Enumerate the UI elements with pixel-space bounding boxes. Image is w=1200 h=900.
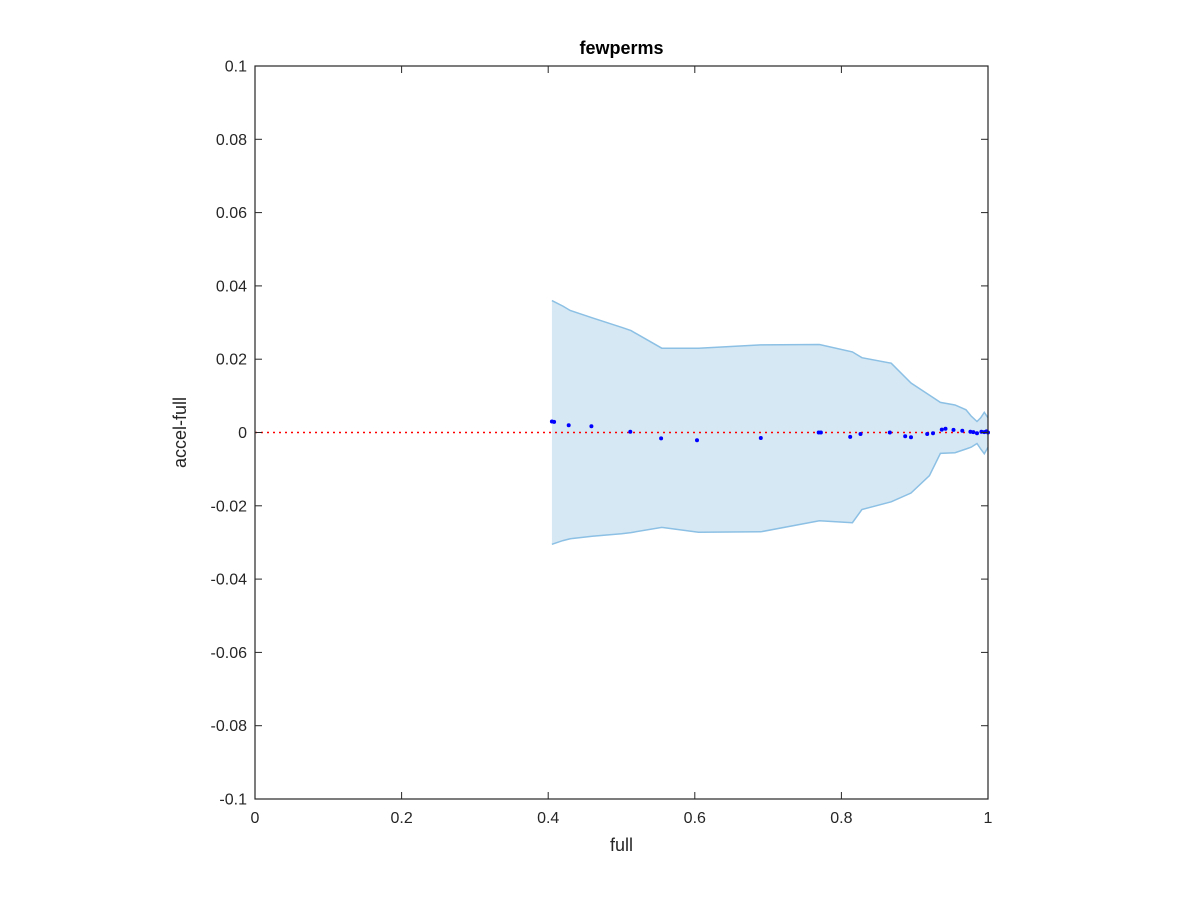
data-point bbox=[566, 423, 571, 428]
y-tick-label: -0.02 bbox=[211, 498, 248, 515]
data-points-layer bbox=[549, 419, 990, 443]
y-axis-label: accel-full bbox=[170, 397, 190, 468]
y-axis-ticks: 0.1 0.08 0.06 0.04 0.02 0 -0.02 -0.04 -0.06 -0.08… bbox=[211, 59, 988, 809]
y-tick-label: 0 bbox=[238, 425, 247, 442]
data-point bbox=[971, 430, 976, 435]
data-point bbox=[960, 428, 965, 433]
data-point bbox=[818, 430, 823, 435]
data-point bbox=[552, 419, 557, 424]
y-tick-label: 0.02 bbox=[216, 352, 247, 369]
data-point bbox=[858, 432, 863, 436]
band-lower-edge bbox=[551, 442, 989, 546]
y-tick-label: 0.1 bbox=[225, 59, 247, 76]
data-point bbox=[903, 434, 908, 439]
data-point bbox=[848, 434, 853, 439]
y-tick-label: -0.1 bbox=[219, 792, 247, 809]
x-tick-label: 0.6 bbox=[684, 810, 706, 827]
y-tick-label: -0.06 bbox=[211, 645, 248, 662]
x-tick-label: 0.2 bbox=[390, 810, 412, 827]
data-point bbox=[951, 427, 956, 432]
data-point bbox=[968, 429, 973, 434]
data-point bbox=[659, 436, 664, 441]
chart-title: fewperms bbox=[579, 38, 663, 58]
y-tick-label: -0.04 bbox=[211, 572, 248, 589]
confidence-band-layer bbox=[551, 299, 989, 546]
x-axis-label: full bbox=[610, 835, 633, 855]
x-axis-ticks: 0 0.2 0.4 0.6 0.8 1 bbox=[251, 66, 993, 827]
data-point bbox=[758, 436, 763, 440]
data-point bbox=[909, 435, 913, 440]
x-tick-label: 0 bbox=[251, 810, 260, 827]
data-point bbox=[887, 430, 892, 435]
data-point bbox=[939, 427, 944, 432]
data-point bbox=[931, 431, 935, 436]
y-tick-label: -0.08 bbox=[211, 718, 248, 735]
y-tick-label: 0.06 bbox=[216, 205, 247, 222]
data-point bbox=[628, 429, 633, 434]
y-tick-label: 0.08 bbox=[216, 132, 247, 149]
data-point bbox=[695, 438, 699, 443]
x-tick-label: 0.4 bbox=[537, 810, 559, 827]
x-tick-label: 1 bbox=[984, 810, 993, 827]
data-point bbox=[943, 426, 948, 431]
band-upper-edge bbox=[551, 299, 989, 423]
y-tick-label: 0.04 bbox=[216, 278, 247, 295]
x-tick-label: 0.8 bbox=[830, 810, 852, 827]
data-point bbox=[925, 432, 930, 436]
data-point bbox=[975, 431, 979, 436]
data-point bbox=[589, 424, 594, 429]
